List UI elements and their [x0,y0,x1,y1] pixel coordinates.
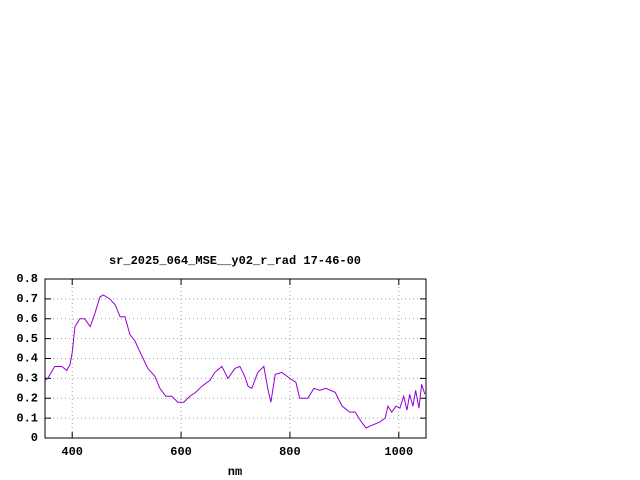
plot-border [44,278,427,439]
y-tick-label: 0 [31,431,38,445]
x-tick-label: 400 [61,445,83,459]
y-tick-label: 0.7 [16,292,38,306]
chart-title: sr_2025_064_MSE__y02_r_rad 17-46-00 [109,254,361,268]
x-tick-label: 800 [279,445,301,459]
y-tick-label: 0.4 [16,352,38,366]
data-line [44,294,426,429]
y-tick-label: 0.5 [16,332,38,346]
x-tick-label: 1000 [384,445,413,459]
y-tick-label: 0.8 [16,272,38,286]
y-tick-label: 0.1 [16,411,38,425]
x-tick-label: 600 [170,445,192,459]
y-tick-label: 0.3 [16,372,38,386]
y-tick-label: 0.6 [16,312,38,326]
y-tick-label: 0.2 [16,391,38,405]
x-axis-label: nm [228,465,242,479]
